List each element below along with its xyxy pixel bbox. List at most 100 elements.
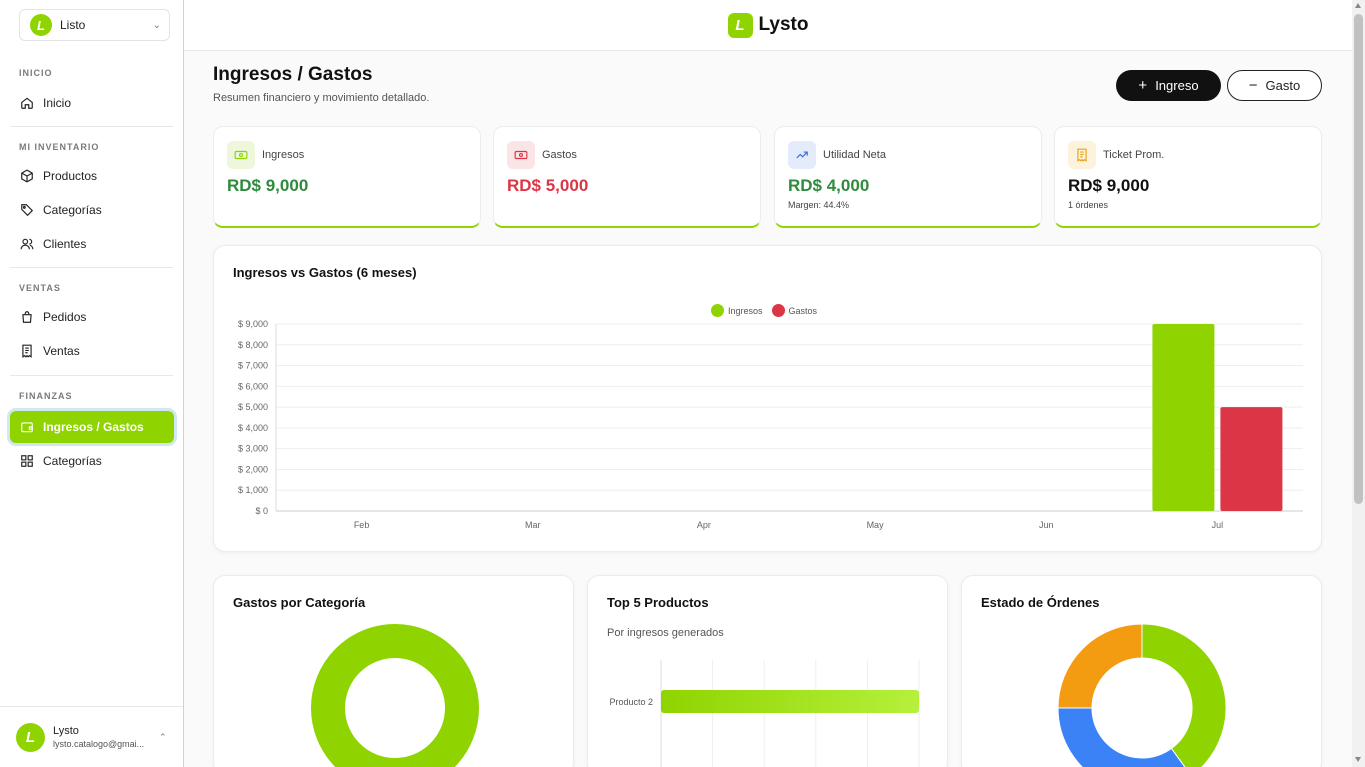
kpi-value: RD$ 9,000 — [227, 176, 309, 195]
section-ventas: VENTAS Pedidos Ventas — [0, 283, 184, 367]
bar-chart: $ 0 $ 1,000 $ 2,000 $ 3,000 $ 4,000 $ 5,000 $ … — [238, 319, 1303, 530]
chart-subtitle: Por ingresos generados — [607, 627, 724, 639]
bar-producto[interactable] — [661, 690, 919, 713]
x-tick-label: Jun — [1039, 520, 1054, 530]
section-title: FINANZAS — [19, 391, 73, 401]
sidebar-item-ventas[interactable]: Ventas — [10, 335, 174, 367]
money-icon — [227, 141, 255, 169]
shopping-bag-icon — [20, 310, 34, 324]
sidebar-item-label: Pedidos — [43, 310, 87, 324]
kpi-gastos: Gastos RD$ 5,000 — [493, 126, 761, 228]
tag-icon — [20, 203, 34, 217]
sidebar-item-clientes[interactable]: Clientes — [10, 228, 174, 260]
store-logo: L — [30, 14, 52, 36]
sidebar-item-label: Categorías — [43, 454, 102, 468]
kpi-ingresos: Ingresos RD$ 9,000 — [213, 126, 481, 228]
sidebar: L Listo ⌄ INICIO Inicio MI INVENTARIO Pr… — [0, 0, 184, 767]
brand-mark: L — [727, 12, 753, 38]
scroll-up-arrow[interactable] — [1355, 3, 1361, 8]
bar-ingresos[interactable] — [1152, 324, 1215, 511]
add-ingreso-label: Ingreso — [1155, 78, 1199, 93]
receipt-icon — [20, 344, 34, 358]
kpi-label: Ingresos — [262, 149, 305, 161]
chart-legend: Ingresos Gastos — [711, 304, 817, 317]
donut-slice[interactable] — [1141, 623, 1227, 767]
y-tick-label: $ 9,000 — [238, 319, 268, 329]
kpi-value: RD$ 9,000 — [1068, 176, 1150, 195]
y-tick-label: Producto 2 — [609, 697, 653, 707]
divider — [10, 267, 173, 268]
kpi-ticket-prom: Ticket Prom. RD$ 9,000 1 órdenes — [1054, 126, 1322, 228]
divider — [10, 375, 173, 376]
brand-logo[interactable]: L Lysto — [727, 12, 809, 38]
brand-name: Lysto — [758, 14, 809, 35]
kpi-value: RD$ 5,000 — [507, 176, 589, 195]
kpi-utilidad-neta: Utilidad Neta RD$ 4,000 Margen: 44.4% — [774, 126, 1042, 228]
x-tick-label: Mar — [525, 520, 541, 530]
y-tick-label: $ 6,000 — [238, 381, 268, 391]
kpi-value: RD$ 4,000 — [788, 176, 870, 195]
section-title: VENTAS — [19, 283, 61, 293]
chart-card-top-productos: Top 5 Productos Por ingresos generados P… — [587, 575, 948, 767]
avatar: L — [16, 722, 45, 752]
section-title: MI INVENTARIO — [19, 142, 100, 152]
donut-slice[interactable] — [311, 624, 479, 767]
minus-icon: − — [1248, 77, 1258, 94]
chart-title: Gastos por Categoría — [233, 595, 366, 610]
box-icon — [20, 169, 34, 183]
scrollbar[interactable] — [1352, 0, 1365, 767]
y-tick-label: $ 7,000 — [238, 361, 268, 371]
page-title: Ingresos / Gastos — [213, 64, 373, 85]
kpi-note: Margen: 44.4% — [788, 200, 850, 210]
sidebar-item-label: Productos — [43, 169, 98, 183]
legend-label-gastos[interactable]: Gastos — [788, 305, 818, 316]
y-tick-label: $ 3,000 — [238, 444, 268, 454]
sidebar-item-label: Inicio — [43, 96, 72, 110]
grid-icon — [20, 454, 34, 468]
donut-slice[interactable] — [1057, 707, 1191, 767]
add-gasto-button[interactable]: − Gasto — [1227, 70, 1322, 101]
user-email: lysto.catalogo@gmai... — [53, 739, 145, 749]
y-tick-label: $ 0 — [255, 506, 268, 516]
legend-label-ingresos[interactable]: Ingresos — [728, 305, 763, 316]
donut-slice[interactable] — [1057, 623, 1143, 709]
chart-title: Estado de Órdenes — [981, 595, 1100, 610]
horizontal-bar-chart: Producto 2 — [609, 660, 920, 767]
x-tick-label: Feb — [354, 520, 370, 530]
sidebar-item-categorias[interactable]: Categorías — [10, 194, 174, 226]
user-name: Lysto — [53, 725, 79, 737]
user-menu[interactable]: L Lysto lysto.catalogo@gmai... ⌃ — [0, 706, 183, 767]
x-tick-label: May — [867, 520, 885, 530]
sidebar-item-inicio[interactable]: Inicio — [10, 87, 174, 119]
section-finanzas: FINANZAS Ingresos / Gastos Categorías — [0, 391, 184, 477]
scrollbar-thumb[interactable] — [1354, 14, 1363, 504]
add-ingreso-button[interactable]: + Ingreso — [1116, 70, 1221, 101]
y-tick-label: $ 5,000 — [238, 402, 268, 412]
scroll-down-arrow[interactable] — [1355, 757, 1361, 762]
sidebar-item-pedidos[interactable]: Pedidos — [10, 301, 174, 333]
bar-gastos[interactable] — [1220, 407, 1283, 511]
sidebar-item-label: Ventas — [43, 344, 80, 358]
chevron-down-icon: ⌄ — [152, 19, 161, 31]
chart-card-ingresos-gastos: Ingresos vs Gastos (6 meses) Ingresos Ga… — [213, 245, 1322, 552]
chevron-up-icon: ⌃ — [159, 731, 167, 742]
trending-up-icon — [788, 141, 816, 169]
add-gasto-label: Gasto — [1265, 78, 1301, 93]
sidebar-item-productos[interactable]: Productos — [10, 160, 174, 192]
store-selector[interactable]: L Listo ⌄ — [19, 9, 170, 41]
sidebar-item-categorias-finanzas[interactable]: Categorías — [10, 445, 174, 477]
kpi-note: 1 órdenes — [1068, 200, 1109, 210]
donut-chart-estado — [1057, 623, 1227, 767]
sidebar-item-label: Clientes — [43, 237, 87, 251]
chart-title: Ingresos vs Gastos (6 meses) — [233, 265, 417, 280]
legend-swatch-ingresos — [711, 304, 724, 317]
store-name: Listo — [60, 18, 86, 32]
y-tick-label: $ 2,000 — [238, 464, 268, 474]
money-icon — [507, 141, 535, 169]
kpi-label: Ticket Prom. — [1103, 149, 1165, 161]
sidebar-item-ingresos-gastos[interactable]: Ingresos / Gastos — [10, 411, 174, 443]
chart-title: Top 5 Productos — [607, 595, 709, 610]
donut-chart-gastos — [311, 624, 479, 767]
section-inventario: MI INVENTARIO Productos Categorías Clien… — [0, 142, 184, 260]
sidebar-item-label: Categorías — [43, 203, 102, 217]
